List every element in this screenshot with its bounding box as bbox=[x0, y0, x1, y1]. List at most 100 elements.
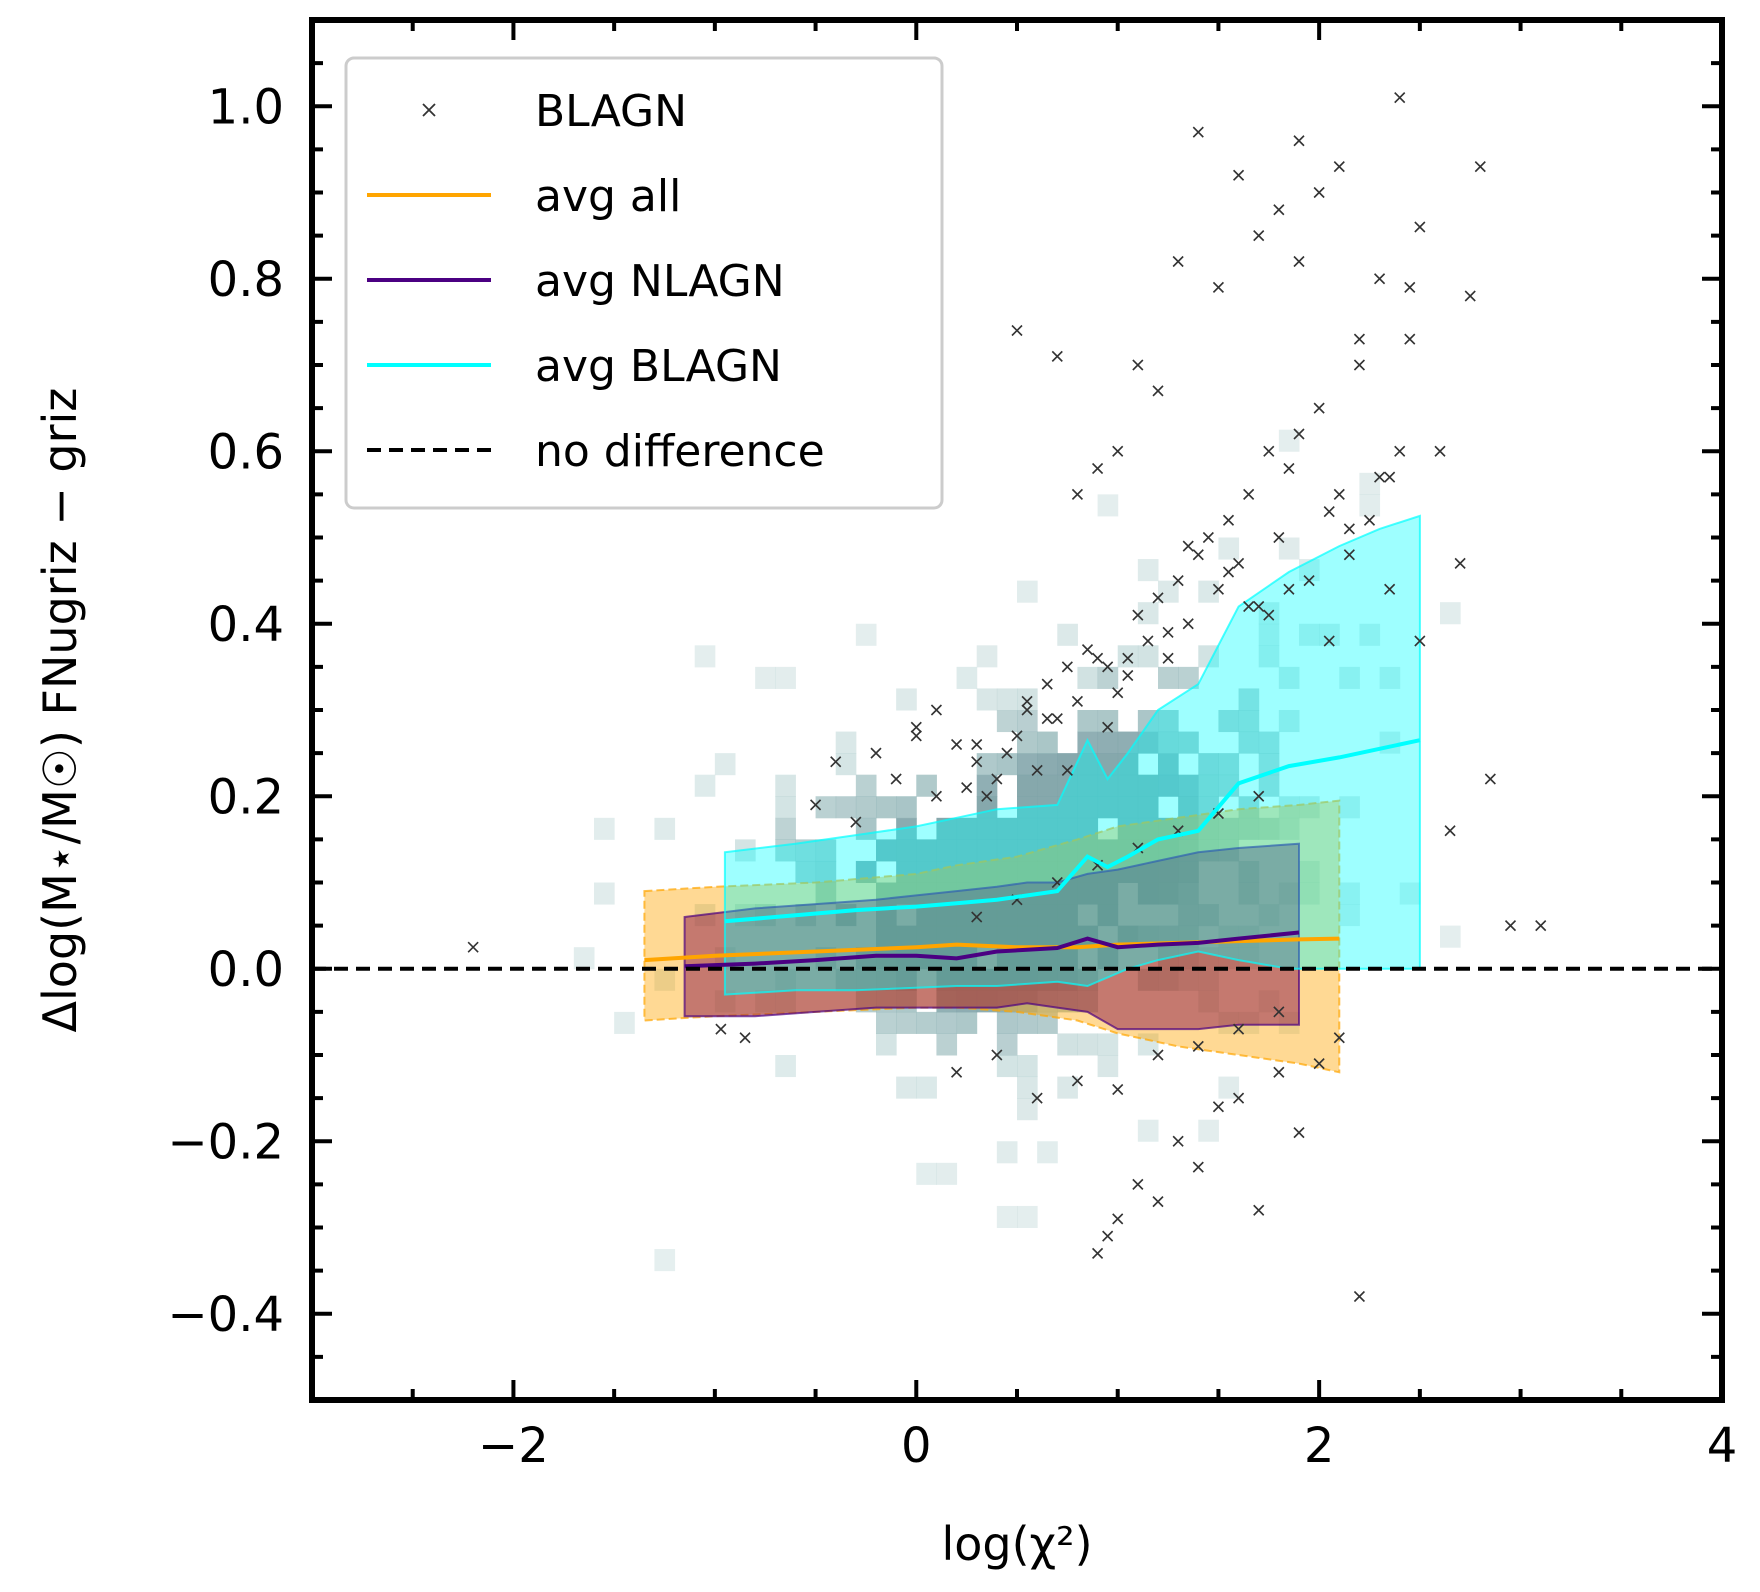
hist-cell bbox=[936, 839, 958, 862]
hist-cell bbox=[1299, 623, 1320, 646]
hist-cell bbox=[996, 688, 1018, 711]
blagn-point bbox=[1253, 600, 1265, 613]
blagn-point bbox=[1011, 324, 1023, 337]
blagn-point bbox=[1293, 428, 1305, 440]
blagn-point bbox=[1263, 609, 1275, 621]
blagn-point bbox=[1233, 557, 1245, 569]
blagn-point bbox=[1374, 471, 1386, 483]
blagn-point bbox=[1102, 661, 1114, 673]
hist-cell bbox=[956, 860, 978, 883]
hist-cell bbox=[1198, 774, 1219, 797]
hist-cell bbox=[1057, 774, 1078, 797]
blagn-point bbox=[1031, 1092, 1043, 1104]
blagn-point bbox=[1011, 730, 1023, 742]
hist-cell bbox=[573, 947, 595, 970]
hist-cell bbox=[1258, 602, 1280, 625]
hist-cell bbox=[775, 1055, 796, 1078]
hist-cell bbox=[1137, 645, 1159, 668]
blagn-point bbox=[1384, 583, 1396, 595]
hist-cell bbox=[1178, 796, 1199, 819]
hist-cell bbox=[855, 623, 877, 646]
blagn-point bbox=[910, 730, 922, 742]
hist-cell bbox=[775, 796, 796, 819]
hist-cell bbox=[1299, 796, 1320, 819]
hist-cell bbox=[1198, 753, 1219, 776]
hist-cell bbox=[976, 817, 998, 840]
blagn-point bbox=[1162, 652, 1174, 664]
blagn-point bbox=[1071, 488, 1083, 500]
hist-cell bbox=[956, 1011, 978, 1034]
hist-cell bbox=[916, 839, 937, 862]
blagn-point bbox=[1414, 221, 1426, 233]
hist-cell bbox=[1339, 882, 1360, 905]
hist-cell bbox=[1017, 710, 1038, 733]
hist-cell bbox=[896, 839, 917, 862]
blagn-point bbox=[1404, 281, 1416, 293]
hist-cell bbox=[1057, 1076, 1078, 1099]
hist-cell bbox=[1037, 1141, 1058, 1164]
hist-cell bbox=[996, 1205, 1018, 1228]
hist-cell bbox=[1198, 580, 1219, 603]
hist-cell bbox=[654, 1249, 676, 1272]
blagn-point bbox=[1001, 747, 1013, 759]
blagn-point bbox=[1343, 549, 1355, 561]
hist-cell bbox=[1097, 839, 1119, 862]
hist-cell bbox=[1218, 817, 1240, 840]
hist-cell bbox=[1077, 817, 1099, 840]
band-avg-nlagn bbox=[683, 842, 1300, 1031]
hist-cell bbox=[835, 731, 857, 754]
hist-cell bbox=[1278, 817, 1300, 840]
hist-cell bbox=[1198, 1119, 1219, 1142]
hist-cell bbox=[1117, 731, 1139, 754]
hist-cell bbox=[1137, 559, 1159, 582]
blagn-point bbox=[981, 790, 993, 802]
hist-cell bbox=[1017, 1055, 1038, 1078]
hist-cell bbox=[1017, 688, 1038, 711]
blagn-point bbox=[1343, 523, 1355, 535]
hist-cell bbox=[976, 774, 998, 797]
y-tick-label: −0.2 bbox=[167, 1114, 284, 1170]
hist-cell bbox=[1158, 580, 1179, 603]
blagn-point bbox=[850, 816, 862, 828]
blagn-point bbox=[1464, 290, 1476, 302]
hist-cell bbox=[775, 774, 796, 797]
hist-cell bbox=[1097, 1033, 1119, 1056]
hist-cell bbox=[976, 645, 998, 668]
blagn-point bbox=[1484, 773, 1496, 785]
blagn-point bbox=[1102, 721, 1114, 733]
hist-cell bbox=[1077, 796, 1099, 819]
legend-box bbox=[344, 56, 944, 510]
hist-cell bbox=[795, 860, 817, 883]
y-axis-label: Δlog(M⋆/M☉) FNugriz − griz bbox=[33, 388, 87, 1033]
hist-cell bbox=[896, 688, 917, 711]
x-tick-label: 4 bbox=[1707, 1418, 1738, 1474]
hist-cell bbox=[996, 1033, 1018, 1056]
hist-cell bbox=[1137, 731, 1159, 754]
hist-cell bbox=[916, 1011, 937, 1034]
hist-cell bbox=[594, 882, 615, 905]
hist-cell bbox=[1057, 623, 1078, 646]
hist-cell bbox=[1097, 796, 1119, 819]
hist-cell bbox=[1238, 710, 1260, 733]
hist-cell bbox=[1037, 774, 1058, 797]
y-tick-label: 0.2 bbox=[208, 769, 284, 825]
hist-cell bbox=[1077, 774, 1099, 797]
blagn-point bbox=[961, 782, 973, 794]
blagn-point bbox=[1112, 1213, 1124, 1225]
hist-cell bbox=[1158, 839, 1179, 862]
hist-cell bbox=[795, 839, 817, 862]
hist-cell bbox=[1017, 817, 1038, 840]
blagn-points bbox=[467, 92, 1547, 1303]
legend: BLAGN avg all avg NLAGN avg BLAGN no differe… bbox=[344, 56, 944, 510]
blagn-point bbox=[1323, 506, 1335, 518]
hist-cell bbox=[1258, 774, 1280, 797]
blagn-point bbox=[830, 756, 842, 768]
hist-cell bbox=[1158, 666, 1179, 689]
hist-cell bbox=[996, 753, 1018, 776]
blagn-point bbox=[951, 738, 963, 751]
blagn-point bbox=[1313, 402, 1325, 414]
blagn-point bbox=[1504, 920, 1517, 932]
blagn-point bbox=[1061, 661, 1073, 673]
hist-cell bbox=[1359, 472, 1381, 495]
